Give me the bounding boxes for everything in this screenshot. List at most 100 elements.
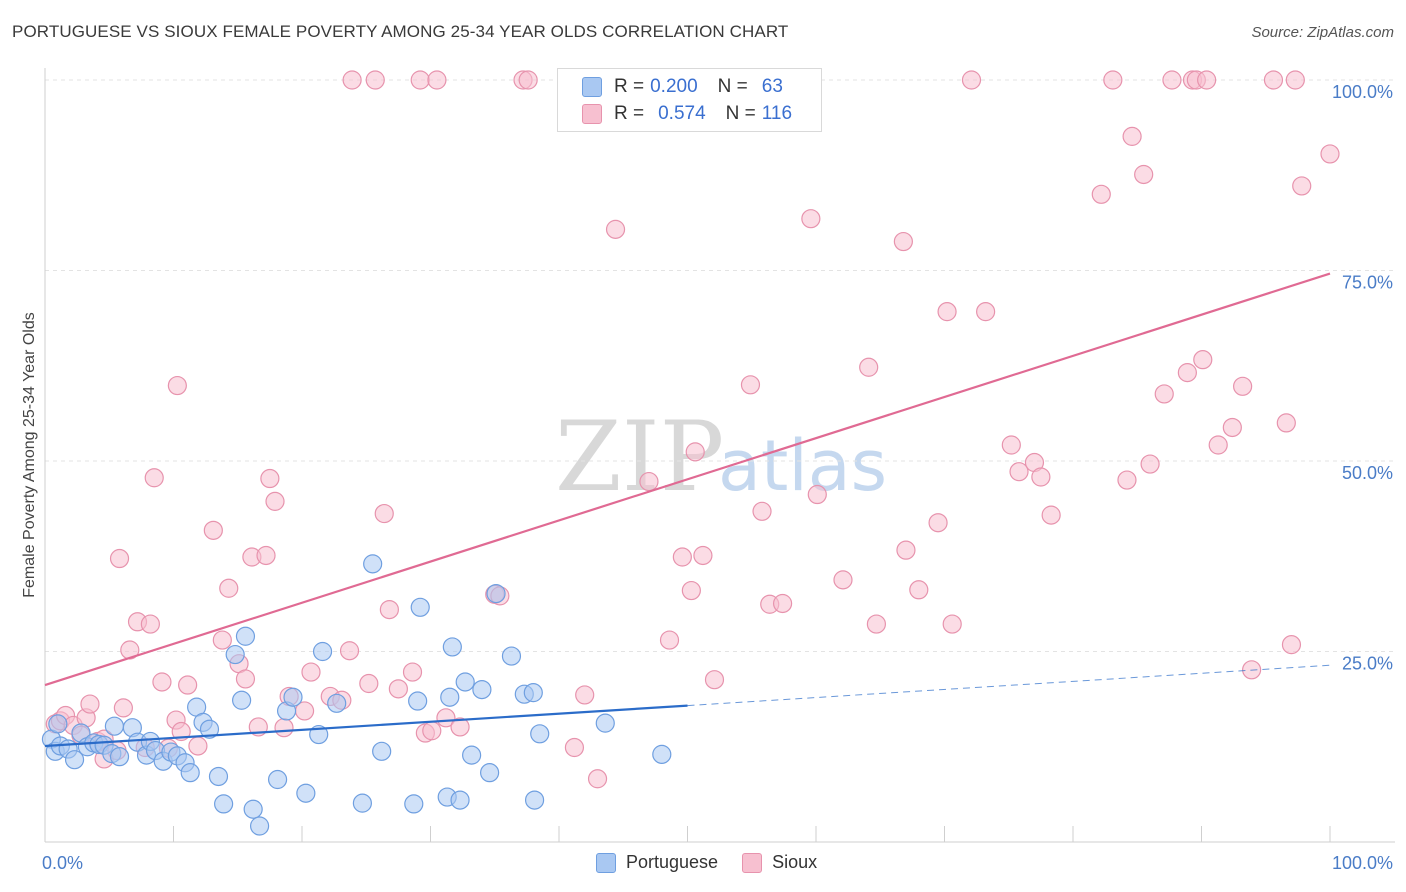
sioux-point [260,468,280,489]
tick-labels: 25.0% 50.0% 75.0% 100.0% 0.0% 100.0% [42,82,1393,873]
portuguese-swatch [582,77,602,97]
sioux-point [896,540,916,560]
sioux-point [639,471,659,492]
portuguese-point [267,769,288,790]
sioux-point [212,630,232,650]
portuguese-point [363,554,383,574]
sioux-point [909,580,929,600]
y-tick-label: 100.0% [1332,82,1393,102]
sioux-point [752,501,772,521]
sioux-point [1208,435,1228,455]
sioux-point [301,662,321,682]
legend-label-portuguese: Portuguese [626,852,719,872]
sioux-point [219,578,239,598]
sioux-point [256,545,276,566]
sioux-point [1197,70,1217,90]
sioux-point [113,698,133,718]
sioux-point [80,694,100,714]
sioux-point [359,673,379,694]
portuguese-point [595,713,615,733]
portuguese-point [283,687,303,707]
sioux-point [274,718,294,738]
r-value: 0.574 [658,103,706,124]
portuguese-point [472,679,492,700]
sioux-trend-line [44,272,1331,687]
legend-label-sioux: Sioux [772,852,818,872]
sioux-point [178,675,198,695]
sioux-point [672,547,692,567]
sioux-point [976,302,996,322]
portuguese-point [462,745,482,765]
portuguese-point [404,794,424,814]
sioux-point [203,520,223,540]
portuguese-point [64,750,85,770]
sioux-point [1263,70,1284,90]
sioux-point [265,491,285,511]
sioux-point [1117,470,1137,490]
portuguese-point [235,626,256,646]
sioux-point [1154,384,1174,404]
sioux-point [140,614,160,634]
portuguese-point [199,719,220,739]
watermark-atlas: atlas [718,425,887,507]
sioux-point [365,70,385,90]
sioux-point [1320,144,1340,164]
portuguese-points [41,554,672,836]
sioux-point [704,670,725,690]
portuguese-point [440,687,460,707]
portuguese-point [524,790,545,810]
n-value: 116 [761,103,793,124]
sioux-point [410,70,430,90]
sioux-point [402,662,423,682]
sioux-point [1140,454,1160,474]
sioux-swatch [742,852,763,873]
sioux-point [866,614,886,634]
sioux-point [1276,413,1296,433]
sioux-point [1031,467,1051,487]
sioux-point [928,513,948,533]
axes [44,68,1395,843]
portuguese-point [312,641,333,662]
source-label: Source: ZipAtlas.com [1251,24,1394,41]
portuguese-point [104,716,124,736]
sioux-point [235,669,256,689]
r-label: R = [614,103,645,124]
portuguese-point [480,763,500,783]
sioux-point [1091,184,1111,204]
sioux-point [1281,635,1302,655]
sioux-point [693,545,713,566]
sioux-point [833,570,853,590]
sioux-point [379,599,399,620]
portuguese-point [455,672,475,692]
sioux-point [342,70,362,90]
portuguese-point [296,783,316,803]
portuguese-point [410,597,430,617]
x-tick-label-min: 0.0% [42,853,83,873]
portuguese-point [442,637,462,657]
sioux-point [740,375,761,395]
sioux-point [339,641,360,661]
portuguese-point [450,790,470,810]
portuguese-trend-extension [687,664,1331,707]
sioux-point [893,231,913,252]
portuguese-point [486,583,506,604]
sioux-point [171,721,191,742]
sioux-point [1041,505,1061,525]
sioux-point [188,736,208,756]
sioux-point [1292,176,1312,196]
portuguese-point [523,683,543,703]
y-tick-label: 50.0% [1342,463,1393,483]
portuguese-point [249,816,270,836]
portuguese-point [372,741,392,761]
n-value: 63 [761,76,783,97]
portuguese-point [243,799,263,819]
y-tick-label: 75.0% [1342,273,1393,293]
sioux-point [144,468,164,488]
sioux-point [685,442,705,462]
sioux-point [859,357,879,377]
sioux-point [374,503,394,524]
sioux-point [1103,70,1123,90]
sioux-point [772,593,793,614]
